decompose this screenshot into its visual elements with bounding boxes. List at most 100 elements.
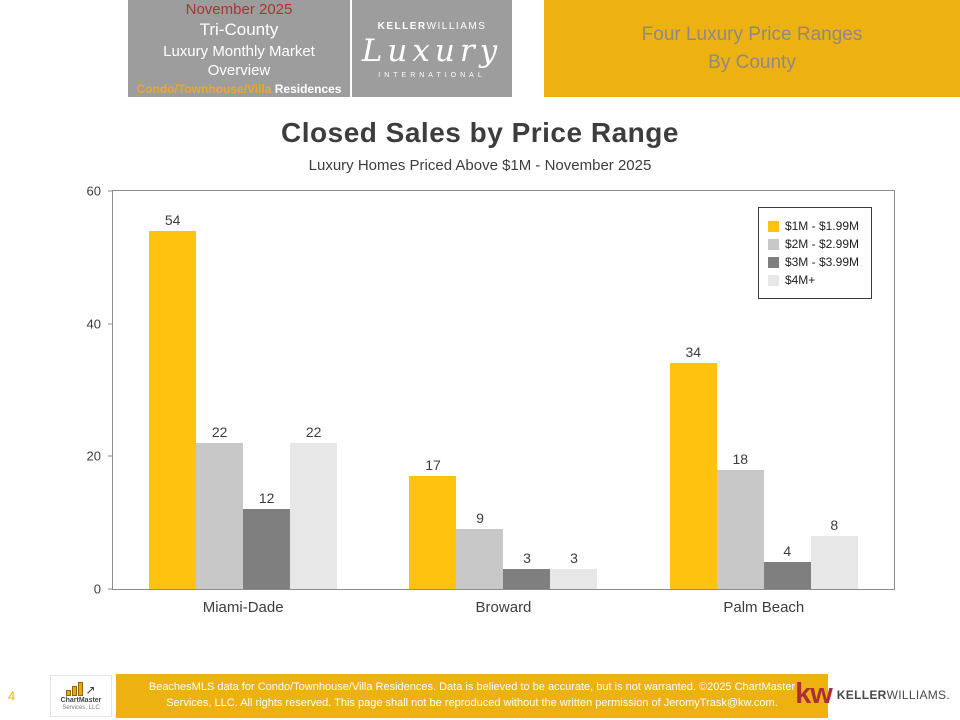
bar: 8 [810,191,858,589]
legend-swatch [767,274,779,286]
legend-item: $1M - $1.99M [767,219,859,233]
kw-luxury-logo-tagline: INTERNATIONAL [378,71,486,79]
bar: 54 [149,191,197,589]
header-region: Tri-County [199,20,279,40]
legend-item: $3M - $3.99M [767,255,859,269]
chartmaster-logo: ↗ ChartMaster Services, LLC [50,675,112,717]
bar-rect [503,569,551,589]
legend-swatch [767,220,779,232]
logo-brand-rest: WILLIAMS [426,20,487,32]
legend: $1M - $1.99M $2M - $2.99M $3M - $3.99M $4M+ [757,207,872,299]
plot-area: 0 20 40 60 $1M - $1.99M $2M - $2.99M $3M - $3… [87,185,895,616]
page-number: 4 [8,688,16,704]
residence-rest: Residences [271,81,342,96]
bar-value-label: 22 [211,424,228,441]
bar: 18 [716,191,764,589]
kw-luxury-logo-script: Luxury [361,32,503,69]
chartmaster-logo-line1: ChartMaster [60,697,102,705]
bar-group-broward: 17 9 3 3 Broward [409,191,598,616]
bar: 4 [763,191,811,589]
chartmaster-logo-icon: ↗ [66,680,96,697]
bar-rect [456,529,504,589]
y-tick-label: 20 [86,448,101,464]
bar: 22 [290,191,338,589]
disclaimer-line2: Services, LLC. All rights reserved. This… [166,697,778,709]
bar-value-label: 8 [830,516,839,533]
bar: 17 [409,191,457,589]
bar-value-label: 4 [783,543,792,560]
x-axis-label: Miami-Dade [202,599,284,616]
footer: 4 ↗ ChartMaster Services, LLC BeachesMLS… [0,672,960,720]
x-axis-label: Broward [475,599,532,616]
legend-item: $4M+ [767,273,859,287]
bar-group-miami-dade: 54 22 12 22 Miami-Dade [149,191,338,616]
bar-rect [149,230,197,589]
legend-label: $3M - $3.99M [784,255,859,269]
x-axis-label: Palm Beach [723,599,805,616]
bar-value-label: 34 [685,344,702,361]
legend-swatch [767,256,779,268]
kw-name: KELLERWILLIAMS. [837,688,950,702]
legend-label: $2M - $2.99M [784,237,859,251]
bar-rect [716,469,764,589]
bar-value-label: 3 [570,550,578,567]
kw-mark: kw [795,678,833,710]
bar-rect [290,443,338,589]
legend-label: $4M+ [784,273,816,287]
bar-rect [550,569,598,589]
bar-group-palm-beach: 34 18 4 8 Palm Beach [669,191,858,616]
bar: 34 [669,191,717,589]
kw-name-bold: KELLER [836,687,887,702]
legend-item: $2M - $2.99M [767,237,859,251]
kw-luxury-logo-brand: KELLERWILLIAMS [378,21,487,32]
y-tick-mark [108,455,113,457]
header-residence-type: Condo/Townhouse/Villa Residences [132,82,346,98]
header-title: Luxury Monthly Market Overview [163,42,315,80]
kw-name-rest: WILLIAMS. [886,687,950,702]
bar-value-label: 54 [164,211,181,228]
bar-value-label: 17 [425,457,441,474]
chart-title: Closed Sales by Price Range [281,117,679,148]
header-date: November 2025 [185,0,293,18]
y-tick-label: 60 [86,183,101,199]
bar-value-label: 3 [523,550,531,567]
header-text-block: November 2025 Tri-County Luxury Monthly … [128,0,350,97]
banner-line1: Four Luxury Price Ranges [641,23,863,45]
bar-rect [196,443,244,589]
kw-luxury-logo: KELLERWILLIAMS Luxury INTERNATIONAL [350,0,512,97]
legend-label: $1M - $1.99M [784,219,859,233]
y-tick-mark [108,323,113,325]
y-tick-label: 40 [86,316,101,332]
bar-rect [669,363,717,589]
chartmaster-logo-line2: Services, LLC [62,705,100,712]
bar: 9 [456,191,504,589]
chart-subtitle: Luxury Homes Priced Above $1M - November… [308,157,652,174]
bar-value-label: 12 [258,490,275,507]
bar: 3 [503,191,551,589]
kellerwilliams-logo: kw KELLERWILLIAMS. [795,678,950,710]
bar-rect [243,509,291,589]
bar-rect [763,562,811,589]
residence-highlight: Condo/Townhouse/Villa [136,81,272,96]
logo-brand-bold: KELLER [377,20,427,32]
bar-value-label: 22 [305,424,322,441]
banner-line2: By County [708,51,796,73]
bar: 3 [550,191,598,589]
y-tick-label: 0 [93,581,101,597]
chart-region: Closed Sales by Price Range Luxury Homes… [0,97,960,672]
bar-value-label: 9 [476,510,484,527]
bar: 12 [243,191,291,589]
y-tick-mark [108,190,113,192]
bar-rect [810,535,858,589]
disclaimer-line1: BeachesMLS data for Condo/Townhouse/Vill… [148,681,796,694]
bar-value-label: 18 [732,450,749,467]
y-tick-mark [108,588,113,590]
header: November 2025 Tri-County Luxury Monthly … [128,0,512,97]
banner: Four Luxury Price Ranges By County [544,0,960,97]
disclaimer-bar: BeachesMLS data for Condo/Townhouse/Vill… [116,674,828,718]
bar: 22 [196,191,244,589]
y-axis-ticks: 0 20 40 60 [69,185,113,596]
legend-swatch [767,238,779,250]
bar-rect [409,476,457,589]
